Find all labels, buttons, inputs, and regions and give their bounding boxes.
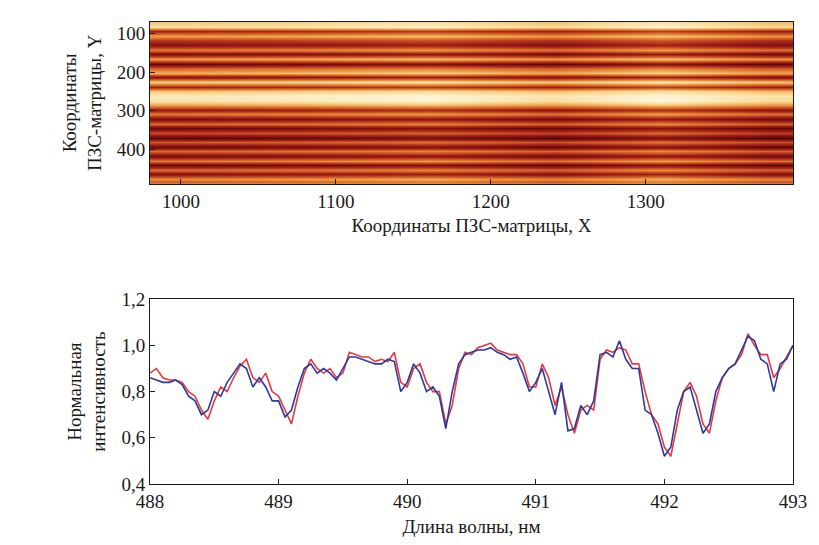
svg-text:491: 491 bbox=[522, 491, 551, 512]
svg-text:1,2: 1,2 bbox=[121, 289, 145, 310]
svg-text:493: 493 bbox=[779, 491, 808, 512]
svg-text:1000: 1000 bbox=[162, 191, 200, 212]
svg-text:КоординатыПЗС-матрицы, Y: КоординатыПЗС-матрицы, Y bbox=[59, 34, 105, 171]
svg-text:488: 488 bbox=[136, 491, 165, 512]
svg-text:1300: 1300 bbox=[627, 191, 665, 212]
svg-text:1,0: 1,0 bbox=[121, 335, 145, 356]
svg-text:400: 400 bbox=[117, 139, 146, 160]
svg-text:100: 100 bbox=[117, 23, 146, 44]
svg-text:Длина волны, нм: Длина волны, нм bbox=[402, 516, 540, 537]
svg-text:489: 489 bbox=[264, 491, 293, 512]
svg-text:Нормальнаяинтенсивность: Нормальнаяинтенсивность bbox=[64, 331, 110, 452]
svg-text:0,4: 0,4 bbox=[121, 474, 145, 495]
svg-text:492: 492 bbox=[650, 491, 679, 512]
svg-text:300: 300 bbox=[117, 100, 146, 121]
svg-text:490: 490 bbox=[393, 491, 422, 512]
svg-text:Координаты ПЗС-матрицы, X: Координаты ПЗС-матрицы, X bbox=[351, 215, 591, 236]
svg-text:200: 200 bbox=[117, 62, 146, 83]
svg-text:1100: 1100 bbox=[317, 191, 354, 212]
svg-text:1200: 1200 bbox=[472, 191, 510, 212]
svg-text:0,8: 0,8 bbox=[121, 381, 145, 402]
svg-text:0,6: 0,6 bbox=[121, 427, 145, 448]
